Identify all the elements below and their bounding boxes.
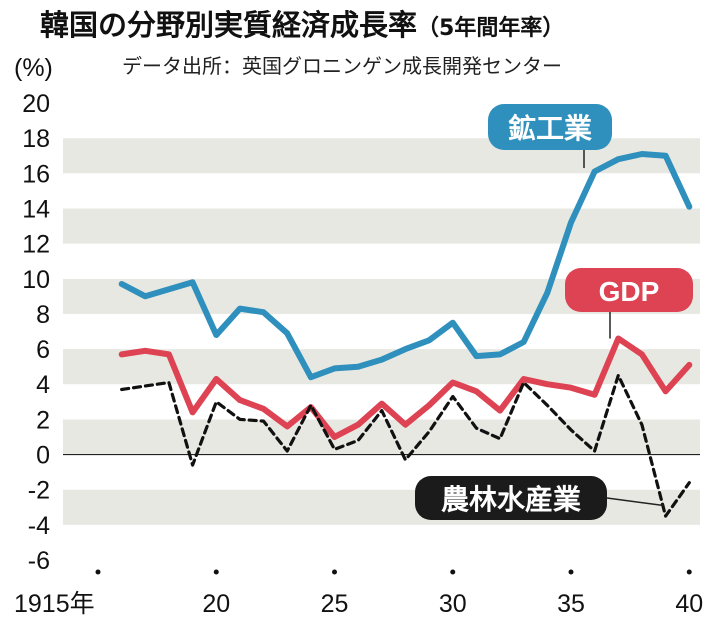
y-tick-label: -6	[28, 547, 50, 575]
y-tick-label: 2	[36, 406, 50, 434]
grid-band	[63, 313, 700, 350]
series-label-mining: 鉱工業	[508, 112, 592, 145]
x-tick-mark	[568, 569, 574, 575]
chart-subtitle: データ出所：英国グロニンゲン成長開発センター	[122, 54, 562, 78]
label-box-gdp	[565, 268, 693, 312]
label-box-mining	[488, 104, 612, 150]
grid-band	[63, 173, 700, 209]
x-tick-label: 35	[557, 590, 585, 618]
x-tick-label: 30	[439, 590, 467, 618]
chart-title: 韓国の分野別実質経済成長率（5年間年率）	[40, 8, 564, 42]
x-axis-ticks: 1915年 20 25 30 35 40	[14, 569, 703, 618]
label-box-agriculture	[415, 476, 607, 520]
y-tick-label: 18	[22, 125, 50, 153]
y-tick-label: 16	[22, 160, 50, 188]
label-gdp: GDP	[565, 268, 693, 339]
series-line-gdp	[118, 335, 693, 440]
series-label-gdp: GDP	[599, 276, 660, 307]
chart-title-suffix: （5年間年率）	[417, 15, 564, 41]
x-tick-label: 40	[675, 590, 703, 618]
x-tick-mark	[450, 569, 456, 575]
y-tick-label: 6	[36, 336, 50, 364]
y-tick-label: 8	[36, 301, 50, 329]
y-tick-label: 4	[36, 371, 50, 399]
label-agriculture: 農林水産業	[415, 476, 664, 520]
y-tick-label: 10	[22, 266, 50, 294]
grid-band	[63, 524, 700, 560]
leader-line-agriculture	[606, 497, 664, 507]
y-tick-label: -2	[28, 477, 50, 505]
x-tick-mark	[332, 569, 337, 575]
x-tick-mark	[686, 569, 692, 575]
y-tick-label: 0	[36, 442, 50, 470]
x-tick-label: 20	[202, 590, 230, 618]
series-line-agriculture	[120, 373, 691, 518]
y-tick-label: 20	[22, 90, 50, 118]
x-tick-label: 1915年	[14, 590, 95, 618]
series-line-mining	[118, 151, 693, 381]
y-tick-label: 14	[22, 195, 50, 223]
x-tick-label: 25	[321, 590, 349, 618]
x-tick-mark	[213, 569, 219, 575]
y-tick-label: -4	[28, 512, 50, 540]
series-lines	[118, 151, 693, 518]
grid-band	[63, 208, 700, 244]
series-label-agriculture: 農林水産業	[441, 483, 581, 516]
y-tick-label: 12	[22, 231, 50, 259]
x-tick-mark	[95, 569, 101, 575]
chart-title-main: 韓国の分野別実質経済成長率	[40, 8, 417, 42]
y-axis-unit: (%)	[14, 54, 53, 82]
label-mining-industry: 鉱工業	[488, 104, 612, 169]
